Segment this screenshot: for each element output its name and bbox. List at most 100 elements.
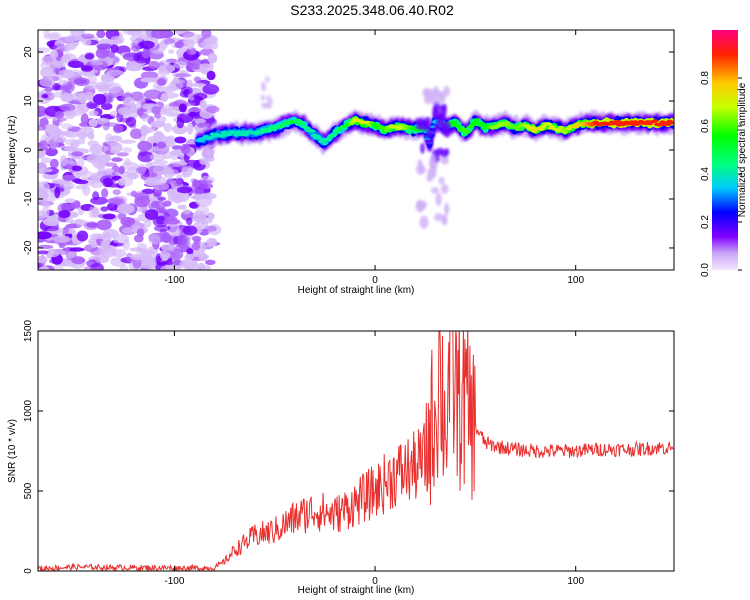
disturbance-blob: [420, 124, 430, 131]
noise-speckle: [207, 52, 218, 64]
snr-frame: [37, 330, 675, 572]
noise-speckle: [112, 189, 121, 195]
noise-speckle: [53, 68, 60, 76]
noise-speckle: [47, 250, 60, 258]
noise-speckle: [44, 86, 54, 92]
noise-speckle: [130, 44, 141, 52]
snr-x-label: Height of straight line (km): [298, 585, 415, 596]
noise-speckle: [117, 178, 126, 186]
noise-speckle: [82, 184, 91, 196]
noise-speckle: [55, 111, 65, 119]
ridge-blob: [300, 122, 307, 125]
noise-speckle: [51, 116, 59, 121]
noise-speckle: [153, 182, 170, 191]
noise-speckle: [59, 155, 68, 167]
noise-speckle: [150, 153, 166, 162]
noise-speckle: [88, 118, 98, 128]
noise-speckle: [143, 89, 162, 100]
disturbance-blob: [438, 176, 445, 185]
noise-speckle: [96, 43, 113, 50]
ridge-blob: [453, 123, 460, 127]
noise-speckle: [110, 44, 119, 54]
noise-speckle: [174, 136, 187, 144]
noise-speckle: [41, 55, 56, 66]
noise-speckle: [202, 84, 220, 95]
disturbance-blob: [444, 202, 450, 215]
noise-speckle: [81, 33, 95, 39]
noise-speckle: [153, 160, 169, 165]
noise-speckle: [75, 170, 94, 179]
noise-speckle: [191, 235, 202, 242]
disturbance-blob: [425, 129, 435, 137]
noise-speckle: [38, 255, 48, 264]
ridge-blob: [451, 121, 459, 124]
noise-speckle: [122, 30, 140, 36]
noise-speckle: [176, 186, 193, 194]
ridge-layer: [195, 117, 674, 146]
noise-speckle: [186, 248, 194, 255]
snr-x-tick-label: 100: [567, 576, 584, 587]
noise-speckle: [173, 60, 187, 69]
noise-speckle: [118, 166, 125, 175]
disturbance-blob: [435, 192, 442, 206]
noise-speckle: [102, 213, 116, 220]
noise-speckle: [108, 135, 123, 142]
disturbance-blob: [422, 87, 432, 98]
noise-speckle: [155, 206, 167, 214]
noise-speckle: [140, 71, 159, 80]
disturbance-blob: [416, 199, 423, 212]
noise-speckle: [181, 165, 193, 176]
disturbance-blob: [430, 187, 440, 194]
noise-speckle: [205, 259, 216, 265]
noise-speckle: [153, 164, 170, 176]
noise-speckle: [89, 144, 105, 155]
disturbance-blob: [432, 105, 437, 118]
noise-speckle: [136, 228, 145, 237]
noise-speckle: [167, 225, 181, 237]
ridge-blob: [321, 141, 329, 146]
noise-speckle: [141, 49, 151, 59]
noise-speckle: [173, 30, 187, 35]
ridge-blob: [235, 130, 242, 134]
disturbance-blob: [436, 147, 444, 156]
noise-speckle: [137, 151, 154, 163]
spectrogram-x-tick-label: 0: [372, 275, 378, 286]
noise-speckle: [160, 243, 175, 251]
noise-speckle: [199, 63, 212, 70]
noise-speckle: [152, 49, 164, 54]
noise-speckle: [182, 225, 198, 236]
noise-speckle: [102, 143, 112, 154]
ridge-blob: [478, 121, 486, 126]
colorbar-gradient: [712, 30, 738, 270]
spectrogram-x-label: Height of straight line (km): [298, 285, 415, 296]
ridge-blob: [561, 130, 569, 134]
faint-feature: [260, 81, 266, 88]
noise-speckle: [201, 149, 213, 159]
noise-speckle: [38, 168, 53, 173]
noise-speckle: [156, 141, 167, 149]
snr-y-tick-label: 1500: [23, 319, 34, 342]
noise-speckle: [106, 70, 125, 76]
disturbance-blob: [433, 125, 439, 133]
noise-speckle: [38, 181, 50, 193]
noise-speckle: [65, 216, 74, 224]
noise-speckle: [87, 140, 99, 147]
noise-speckle: [122, 238, 130, 251]
ridge-blob: [265, 129, 273, 133]
noise-speckle: [79, 126, 94, 137]
faint-feature: [264, 76, 270, 83]
colorbar-tick-label: 0.6: [700, 119, 711, 133]
spectrogram-y-label: Frequency (Hz): [7, 116, 18, 185]
noise-speckle: [65, 35, 80, 43]
noise-speckle: [71, 256, 86, 265]
colorbar-ticks: 0.0 0.2 0.4 0.6 0.8: [700, 71, 742, 277]
ridge-blob: [455, 125, 462, 129]
noise-speckle: [150, 200, 160, 207]
noise-speckle: [174, 41, 184, 49]
noise-speckle: [100, 102, 113, 110]
noise-speckle: [190, 195, 205, 200]
noise-speckle: [118, 106, 133, 116]
noise-speckle: [193, 92, 208, 100]
noise-speckle: [49, 158, 59, 169]
